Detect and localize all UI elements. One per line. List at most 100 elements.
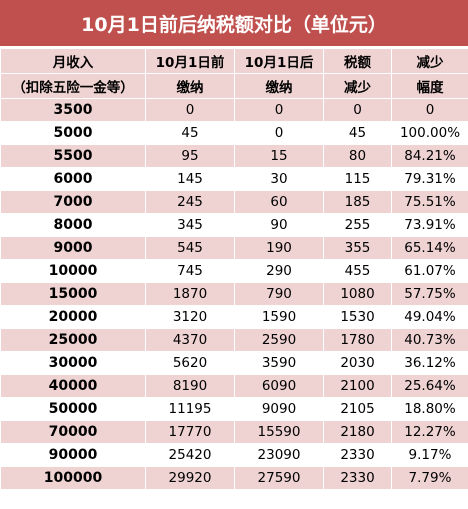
cell-tax-after: 6090 xyxy=(234,374,324,398)
cell-tax-before: 245 xyxy=(145,190,235,214)
cell-reduction-rate: 36.12% xyxy=(391,351,468,375)
cell-income: 90000 xyxy=(0,443,146,467)
cell-tax-reduction: 1530 xyxy=(323,305,392,329)
cell-income: 30000 xyxy=(0,351,146,375)
cell-tax-reduction: 115 xyxy=(323,167,392,191)
cell-tax-after: 1590 xyxy=(234,305,324,329)
cell-tax-reduction: 1780 xyxy=(323,328,392,352)
header-before-sub: 缴纳 xyxy=(145,73,235,99)
cell-reduction-rate: 0 xyxy=(391,98,468,122)
cell-tax-before: 0 xyxy=(145,98,235,122)
cell-income: 20000 xyxy=(0,305,146,329)
cell-income: 5000 xyxy=(0,121,146,145)
table-row: 15000 1870 790 1080 57.75% xyxy=(0,282,468,306)
cell-tax-after: 290 xyxy=(234,259,324,283)
cell-income: 50000 xyxy=(0,397,146,421)
cell-income: 3500 xyxy=(0,98,146,122)
cell-income: 7000 xyxy=(0,190,146,214)
table-body: 3500 0 0 0 0 5000 45 0 45 100.00% 5500 95 15 80 84.21%… xyxy=(0,98,468,490)
cell-tax-after: 0 xyxy=(234,98,324,122)
cell-tax-reduction: 2030 xyxy=(323,351,392,375)
cell-tax-before: 5620 xyxy=(145,351,235,375)
cell-tax-after: 15 xyxy=(234,144,324,168)
cell-tax-reduction: 0 xyxy=(323,98,392,122)
table-row: 5500 95 15 80 84.21% xyxy=(0,144,468,168)
table-row: 7000 245 60 185 75.51% xyxy=(0,190,468,214)
table-row: 90000 25420 23090 2330 9.17% xyxy=(0,443,468,467)
header-after-sub: 缴纳 xyxy=(234,73,324,99)
cell-tax-after: 30 xyxy=(234,167,324,191)
cell-reduction-rate: 9.17% xyxy=(391,443,468,467)
cell-tax-before: 25420 xyxy=(145,443,235,467)
header-reduction-rate-sub: 幅度 xyxy=(391,73,468,99)
header-reduction-rate: 减少 xyxy=(391,48,468,74)
cell-reduction-rate: 49.04% xyxy=(391,305,468,329)
cell-reduction-rate: 61.07% xyxy=(391,259,468,283)
cell-tax-reduction: 2105 xyxy=(323,397,392,421)
cell-tax-before: 345 xyxy=(145,213,235,237)
table-row: 20000 3120 1590 1530 49.04% xyxy=(0,305,468,329)
cell-income: 25000 xyxy=(0,328,146,352)
cell-reduction-rate: 73.91% xyxy=(391,213,468,237)
table-row: 50000 11195 9090 2105 18.80% xyxy=(0,397,468,421)
cell-tax-reduction: 355 xyxy=(323,236,392,260)
cell-tax-after: 27590 xyxy=(234,466,324,490)
cell-tax-after: 190 xyxy=(234,236,324,260)
header-before: 10月1日前 xyxy=(145,48,235,74)
cell-income: 9000 xyxy=(0,236,146,260)
cell-tax-before: 4370 xyxy=(145,328,235,352)
cell-tax-reduction: 45 xyxy=(323,121,392,145)
table-title: 10月1日前后纳税额对比（单位元） xyxy=(0,0,468,48)
header-row-1: 月收入 10月1日前 10月1日后 税额 减少 xyxy=(0,48,468,74)
cell-tax-after: 3590 xyxy=(234,351,324,375)
cell-tax-reduction: 185 xyxy=(323,190,392,214)
cell-tax-before: 29920 xyxy=(145,466,235,490)
cell-tax-reduction: 255 xyxy=(323,213,392,237)
header-income: 月收入 xyxy=(0,48,146,74)
cell-income: 8000 xyxy=(0,213,146,237)
table-row: 5000 45 0 45 100.00% xyxy=(0,121,468,145)
cell-tax-before: 95 xyxy=(145,144,235,168)
cell-tax-reduction: 1080 xyxy=(323,282,392,306)
cell-tax-reduction: 2100 xyxy=(323,374,392,398)
header-after: 10月1日后 xyxy=(234,48,324,74)
header-income-note: （扣除五险一金等） xyxy=(0,73,146,99)
cell-tax-reduction: 2330 xyxy=(323,443,392,467)
table-row: 25000 4370 2590 1780 40.73% xyxy=(0,328,468,352)
table-row: 6000 145 30 115 79.31% xyxy=(0,167,468,191)
cell-reduction-rate: 12.27% xyxy=(391,420,468,444)
table-row: 100000 29920 27590 2330 7.79% xyxy=(0,466,468,490)
cell-reduction-rate: 75.51% xyxy=(391,190,468,214)
cell-income: 15000 xyxy=(0,282,146,306)
tax-comparison-table: 月收入 10月1日前 10月1日后 税额 减少 （扣除五险一金等） 缴纳 缴纳 … xyxy=(0,48,468,490)
table-row: 10000 745 290 455 61.07% xyxy=(0,259,468,283)
table-row: 3500 0 0 0 0 xyxy=(0,98,468,122)
header-tax-reduction-sub: 减少 xyxy=(323,73,392,99)
table-row: 40000 8190 6090 2100 25.64% xyxy=(0,374,468,398)
cell-reduction-rate: 57.75% xyxy=(391,282,468,306)
cell-tax-after: 9090 xyxy=(234,397,324,421)
cell-reduction-rate: 18.80% xyxy=(391,397,468,421)
cell-tax-before: 8190 xyxy=(145,374,235,398)
table-row: 70000 17770 15590 2180 12.27% xyxy=(0,420,468,444)
cell-income: 5500 xyxy=(0,144,146,168)
cell-tax-after: 0 xyxy=(234,121,324,145)
cell-tax-before: 745 xyxy=(145,259,235,283)
cell-reduction-rate: 65.14% xyxy=(391,236,468,260)
table-row: 30000 5620 3590 2030 36.12% xyxy=(0,351,468,375)
cell-income: 40000 xyxy=(0,374,146,398)
cell-reduction-rate: 79.31% xyxy=(391,167,468,191)
table-header: 月收入 10月1日前 10月1日后 税额 减少 （扣除五险一金等） 缴纳 缴纳 … xyxy=(0,48,468,99)
cell-tax-before: 11195 xyxy=(145,397,235,421)
cell-tax-after: 15590 xyxy=(234,420,324,444)
cell-tax-before: 3120 xyxy=(145,305,235,329)
cell-tax-before: 45 xyxy=(145,121,235,145)
cell-reduction-rate: 25.64% xyxy=(391,374,468,398)
cell-reduction-rate: 84.21% xyxy=(391,144,468,168)
cell-income: 70000 xyxy=(0,420,146,444)
header-tax-reduction: 税额 xyxy=(323,48,392,74)
cell-tax-before: 1870 xyxy=(145,282,235,306)
table-row: 9000 545 190 355 65.14% xyxy=(0,236,468,260)
cell-reduction-rate: 7.79% xyxy=(391,466,468,490)
